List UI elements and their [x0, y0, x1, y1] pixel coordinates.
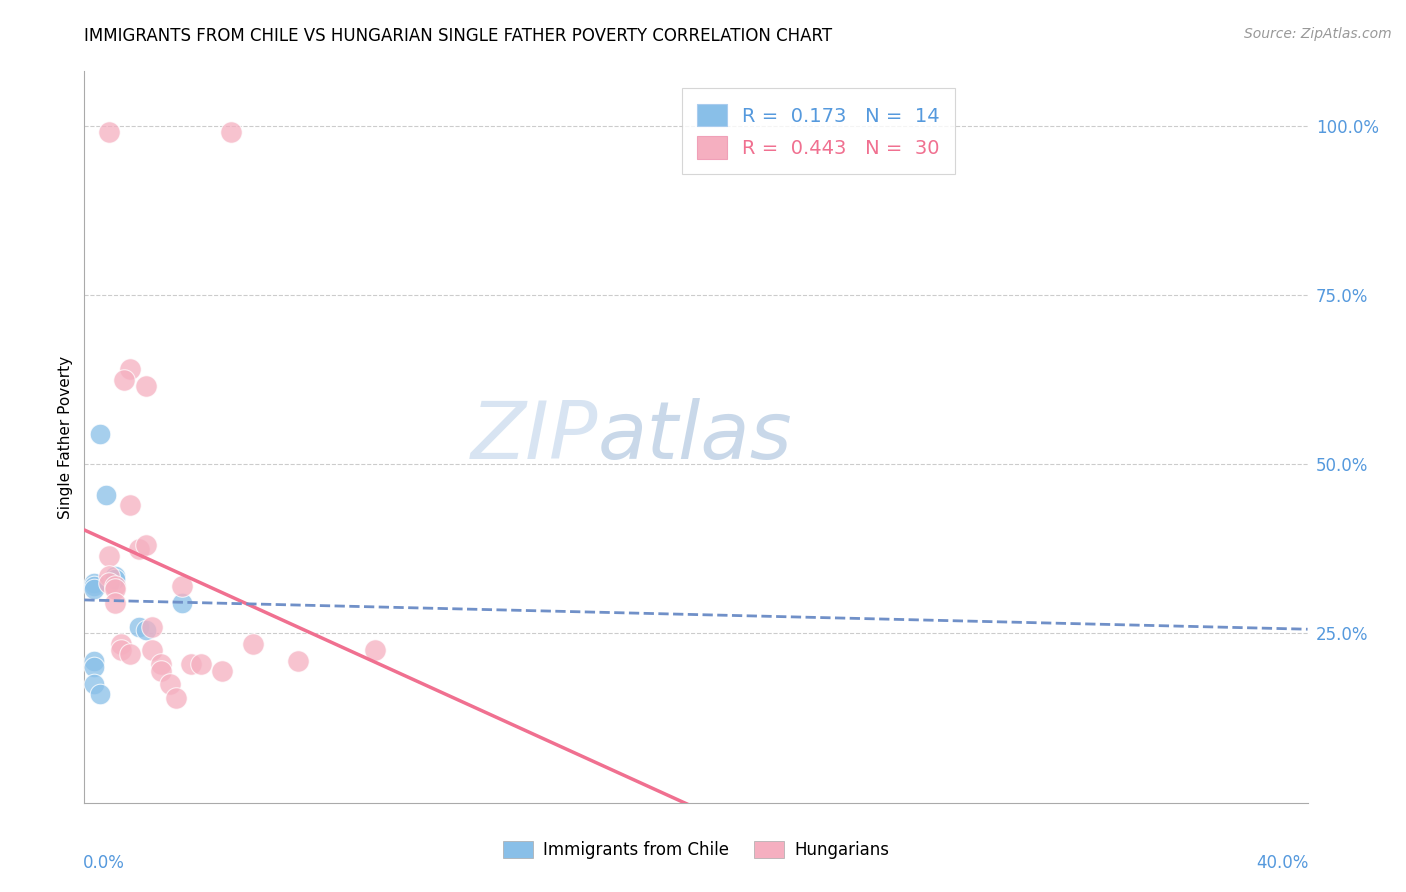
- Point: [128, 620, 150, 634]
- Point: [83, 579, 105, 593]
- Point: [83, 660, 105, 674]
- Point: [190, 657, 212, 671]
- Text: Source: ZipAtlas.com: Source: ZipAtlas.com: [1244, 27, 1392, 41]
- Point: [172, 596, 194, 610]
- Point: [120, 362, 142, 376]
- Point: [159, 677, 181, 691]
- Point: [104, 596, 127, 610]
- Text: atlas: atlas: [598, 398, 793, 476]
- Point: [165, 690, 187, 705]
- Point: [104, 582, 127, 597]
- Point: [97, 549, 120, 563]
- Point: [180, 657, 202, 671]
- Text: 40.0%: 40.0%: [1257, 854, 1309, 872]
- Point: [149, 657, 172, 671]
- Point: [89, 426, 111, 441]
- Point: [97, 569, 120, 583]
- Point: [287, 654, 309, 668]
- Point: [94, 488, 117, 502]
- Point: [104, 579, 127, 593]
- Point: [120, 498, 142, 512]
- Point: [172, 579, 194, 593]
- Legend: Immigrants from Chile, Hungarians: Immigrants from Chile, Hungarians: [495, 833, 897, 868]
- Point: [104, 572, 127, 586]
- Point: [110, 643, 132, 657]
- Point: [120, 647, 142, 661]
- Point: [83, 654, 105, 668]
- Point: [141, 620, 163, 634]
- Point: [83, 582, 105, 597]
- Point: [83, 677, 105, 691]
- Point: [97, 125, 120, 139]
- Point: [219, 125, 242, 139]
- Point: [110, 637, 132, 651]
- Point: [104, 569, 127, 583]
- Point: [135, 379, 157, 393]
- Text: ZIP: ZIP: [471, 398, 598, 476]
- Point: [97, 575, 120, 590]
- Text: IMMIGRANTS FROM CHILE VS HUNGARIAN SINGLE FATHER POVERTY CORRELATION CHART: IMMIGRANTS FROM CHILE VS HUNGARIAN SINGL…: [84, 27, 832, 45]
- Point: [135, 623, 157, 637]
- Point: [128, 541, 150, 556]
- Point: [149, 664, 172, 678]
- Text: 0.0%: 0.0%: [83, 854, 125, 872]
- Point: [242, 637, 264, 651]
- Point: [89, 688, 111, 702]
- Point: [141, 643, 163, 657]
- Point: [364, 643, 387, 657]
- Point: [211, 664, 233, 678]
- Point: [135, 538, 157, 552]
- Point: [112, 372, 135, 386]
- Y-axis label: Single Father Poverty: Single Father Poverty: [58, 356, 73, 518]
- Point: [83, 575, 105, 590]
